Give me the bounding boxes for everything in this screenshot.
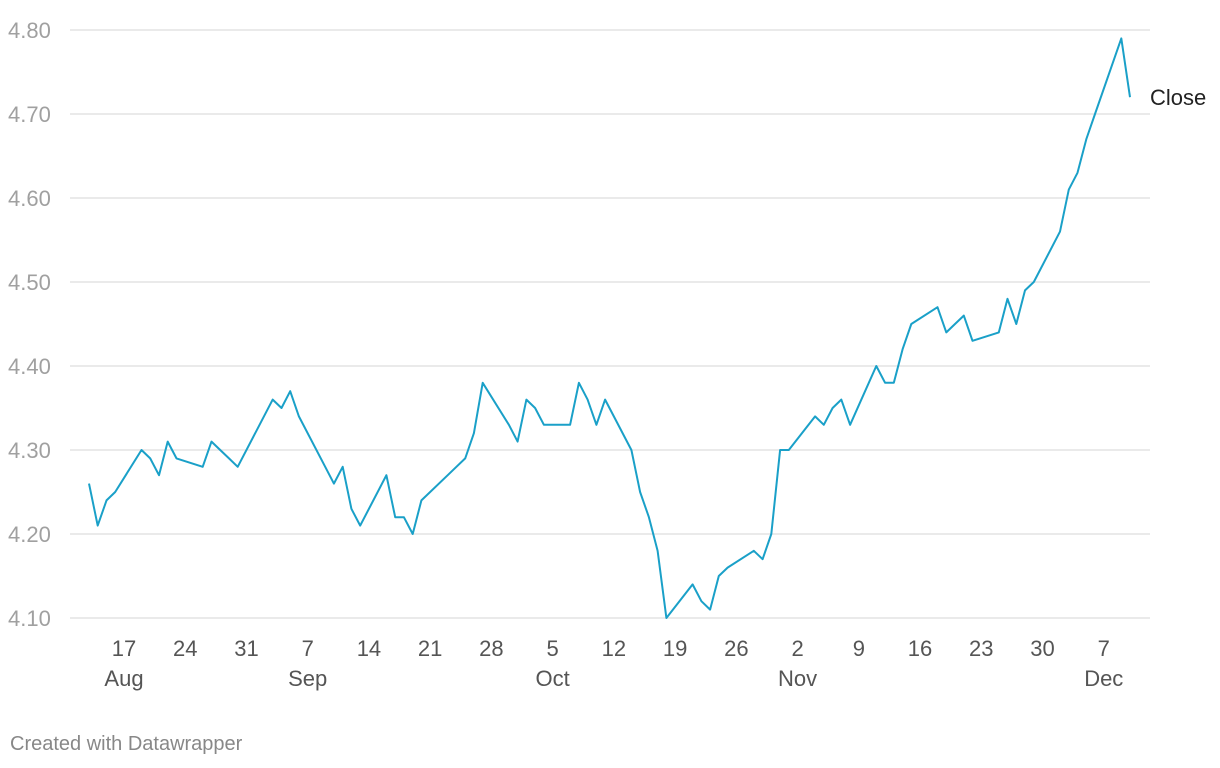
x-tick-label: 30 [1030,636,1054,661]
x-tick-label: 7 [1098,636,1110,661]
gridlines [70,29,1150,619]
x-tick-label: 5 [547,636,559,661]
x-axis-ticks: 17 24 31 7 14 21 28 5 12 19 26 2 9 16 23 30 7 Aug Sep Oct No… [104,636,1123,691]
x-tick-label: 21 [418,636,442,661]
x-month-label: Dec [1084,666,1123,691]
y-tick-label: 4.70 [8,102,51,127]
y-tick-label: 4.40 [8,354,51,379]
x-tick-label: 14 [357,636,381,661]
y-tick-label: 4.10 [8,606,51,631]
x-month-label: Aug [104,666,143,691]
x-tick-label: 19 [663,636,687,661]
x-tick-label: 26 [724,636,748,661]
y-axis-ticks: 4.10 4.20 4.30 4.40 4.50 4.60 4.70 4.80 [8,18,51,631]
y-tick-label: 4.80 [8,18,51,43]
x-tick-label: 2 [791,636,803,661]
y-tick-label: 4.50 [8,270,51,295]
series-line-close [88,37,1131,619]
x-month-label: Oct [536,666,570,691]
x-tick-label: 16 [908,636,932,661]
series-labels: Close [1150,85,1206,110]
x-tick-label: 28 [479,636,503,661]
y-tick-label: 4.20 [8,522,51,547]
x-tick-label: 9 [853,636,865,661]
x-tick-label: 7 [302,636,314,661]
footer-credit: Created with Datawrapper [10,733,243,755]
y-tick-label: 4.60 [8,186,51,211]
x-month-label: Sep [288,666,327,691]
x-tick-label: 23 [969,636,993,661]
y-tick-label: 4.30 [8,438,51,463]
x-tick-label: 24 [173,636,197,661]
series-lines [88,37,1131,619]
x-tick-label: 17 [112,636,136,661]
x-month-label: Nov [778,666,817,691]
series-label-close: Close [1150,85,1206,110]
x-tick-label: 31 [234,636,258,661]
x-tick-label: 12 [602,636,626,661]
